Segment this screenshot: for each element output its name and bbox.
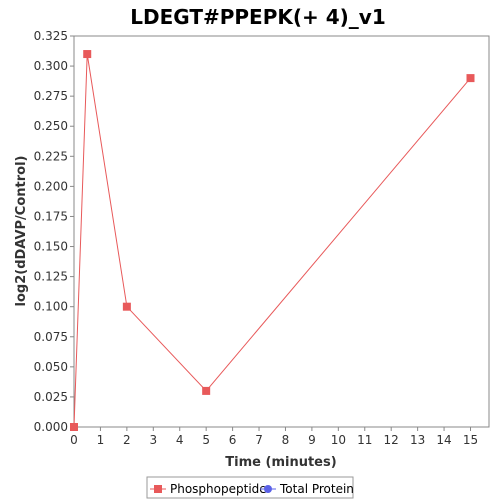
y-tick-label: 0.050	[34, 360, 68, 374]
y-tick-label: 0.325	[34, 29, 68, 43]
x-tick-label: 3	[149, 433, 157, 447]
data-point	[466, 74, 475, 83]
legend-label: Total Protein	[279, 482, 354, 496]
x-tick-label: 7	[255, 433, 263, 447]
y-tick-label: 0.125	[34, 270, 68, 284]
legend-marker-square-icon	[154, 485, 162, 493]
legend-box	[146, 476, 354, 499]
x-axis: 0 1 2 3 4 5 6 7 8 9 10 11 12 13 14 15	[70, 427, 478, 447]
data-point	[70, 423, 78, 431]
y-tick-label: 0.225	[34, 149, 68, 163]
plot-area	[73, 35, 490, 428]
x-tick-label: 1	[97, 433, 105, 447]
chart-title: LDEGT#PPEPK(+ 4)_v1	[130, 5, 385, 29]
y-axis-label: log2(dDAVP/Control)	[14, 156, 29, 307]
y-tick-label: 0.075	[34, 330, 68, 344]
x-tick-label: 13	[410, 433, 425, 447]
x-tick-label: 2	[123, 433, 131, 447]
legend: Phosphopeptide Total Protein	[146, 476, 354, 499]
y-tick-label: 0.300	[34, 59, 68, 73]
series-layer	[70, 50, 475, 431]
x-tick-label: 10	[331, 433, 346, 447]
y-tick-label: 0.150	[34, 240, 68, 254]
x-axis-label: Time (minutes)	[225, 455, 336, 470]
x-tick-label: 8	[282, 433, 290, 447]
y-tick-label: 0.100	[34, 300, 68, 314]
y-axis: 0.000 0.025 0.050 0.075 0.100 0.125 0.150 0.175…	[34, 29, 74, 434]
x-tick-label: 15	[463, 433, 478, 447]
x-tick-label: 5	[202, 433, 210, 447]
x-tick-label: 11	[357, 433, 372, 447]
y-tick-label: 0.275	[34, 89, 68, 103]
x-tick-label: 12	[384, 433, 399, 447]
data-point	[122, 302, 131, 311]
x-tick-label: 6	[229, 433, 237, 447]
x-tick-label: 4	[176, 433, 184, 447]
legend-marker-circle-icon	[264, 485, 272, 493]
y-tick-label: 0.250	[34, 119, 68, 133]
y-tick-label: 0.000	[34, 420, 68, 434]
x-tick-label: 9	[308, 433, 316, 447]
legend-label: Phosphopeptide	[170, 482, 267, 496]
x-tick-label: 0	[70, 433, 78, 447]
y-tick-label: 0.025	[34, 390, 68, 404]
y-tick-label: 0.175	[34, 209, 68, 223]
data-point	[83, 50, 92, 59]
x-tick-label: 14	[436, 433, 451, 447]
y-tick-label: 0.200	[34, 179, 68, 193]
data-point	[202, 386, 211, 395]
